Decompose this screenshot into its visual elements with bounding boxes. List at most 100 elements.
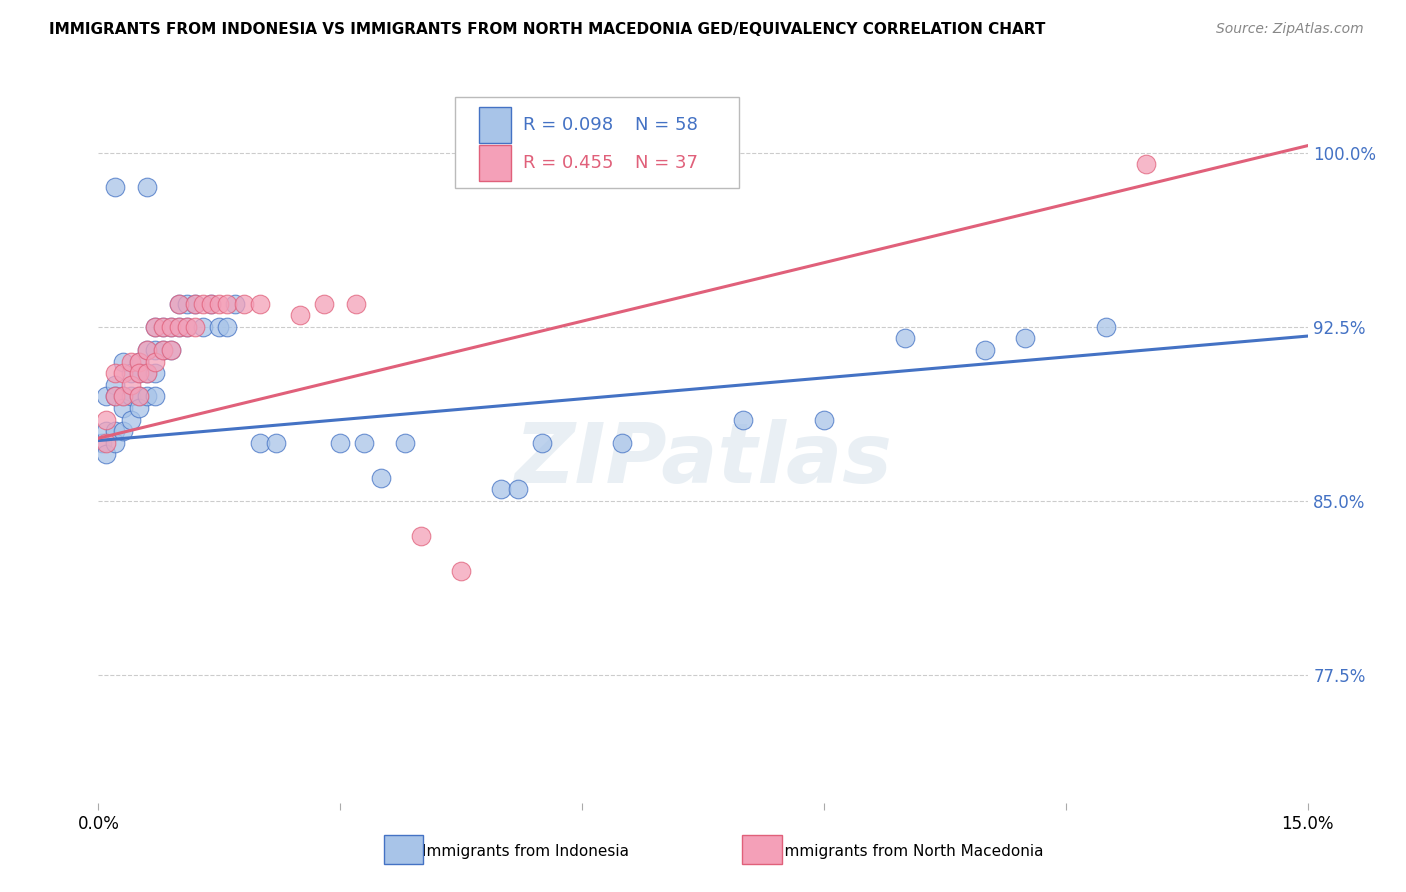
Point bbox=[208, 319, 231, 334]
Point bbox=[152, 319, 174, 334]
Point bbox=[353, 436, 375, 450]
Text: N = 58: N = 58 bbox=[636, 116, 699, 134]
Point bbox=[120, 389, 142, 403]
Point bbox=[103, 377, 125, 392]
Point bbox=[120, 412, 142, 426]
Point bbox=[96, 389, 118, 403]
Point bbox=[167, 296, 190, 310]
Point bbox=[96, 448, 118, 462]
Text: R = 0.455: R = 0.455 bbox=[523, 153, 613, 172]
Point bbox=[288, 308, 311, 322]
Point bbox=[217, 319, 239, 334]
Point bbox=[200, 296, 222, 310]
Point bbox=[184, 319, 207, 334]
Point bbox=[135, 389, 157, 403]
Point bbox=[344, 296, 367, 310]
FancyBboxPatch shape bbox=[456, 97, 740, 188]
Point bbox=[103, 424, 125, 438]
Point bbox=[111, 389, 134, 403]
Point bbox=[128, 389, 150, 403]
Point bbox=[120, 354, 142, 368]
Point bbox=[217, 296, 239, 310]
Point bbox=[128, 366, 150, 380]
Text: N = 37: N = 37 bbox=[636, 153, 699, 172]
Point bbox=[184, 296, 207, 310]
Text: Source: ZipAtlas.com: Source: ZipAtlas.com bbox=[1216, 22, 1364, 37]
Point bbox=[128, 354, 150, 368]
Point bbox=[103, 436, 125, 450]
Point bbox=[152, 319, 174, 334]
Point bbox=[143, 389, 166, 403]
Point bbox=[103, 180, 125, 194]
Point bbox=[409, 529, 432, 543]
Text: ZIPatlas: ZIPatlas bbox=[515, 418, 891, 500]
Point bbox=[506, 483, 529, 497]
Point bbox=[160, 319, 183, 334]
Point bbox=[249, 296, 271, 310]
Point bbox=[974, 343, 997, 357]
Text: Immigrants from North Macedonia: Immigrants from North Macedonia bbox=[780, 845, 1043, 859]
Point bbox=[167, 296, 190, 310]
Point bbox=[143, 366, 166, 380]
Point bbox=[128, 401, 150, 415]
Point bbox=[143, 354, 166, 368]
Point bbox=[193, 296, 215, 310]
Point bbox=[176, 319, 198, 334]
Point bbox=[111, 401, 134, 415]
Point bbox=[103, 389, 125, 403]
Point bbox=[128, 354, 150, 368]
Point bbox=[152, 343, 174, 357]
Point bbox=[128, 366, 150, 380]
Point bbox=[143, 343, 166, 357]
Point bbox=[200, 296, 222, 310]
Point bbox=[329, 436, 352, 450]
Point bbox=[111, 354, 134, 368]
Point bbox=[249, 436, 271, 450]
Point bbox=[224, 296, 246, 310]
Point bbox=[394, 436, 416, 450]
Point bbox=[103, 389, 125, 403]
Point bbox=[96, 412, 118, 426]
Point bbox=[530, 436, 553, 450]
Point bbox=[160, 343, 183, 357]
Point bbox=[167, 319, 190, 334]
Point bbox=[160, 319, 183, 334]
Point bbox=[612, 436, 634, 450]
Point bbox=[128, 389, 150, 403]
Point bbox=[184, 296, 207, 310]
Text: Immigrants from Indonesia: Immigrants from Indonesia bbox=[422, 845, 628, 859]
Point bbox=[314, 296, 336, 310]
Point bbox=[111, 424, 134, 438]
Text: R = 0.098: R = 0.098 bbox=[523, 116, 613, 134]
Point bbox=[264, 436, 287, 450]
Point bbox=[143, 319, 166, 334]
Point bbox=[1095, 319, 1118, 334]
Point bbox=[143, 319, 166, 334]
Point bbox=[96, 436, 118, 450]
Point bbox=[91, 436, 114, 450]
Point bbox=[813, 412, 835, 426]
Point bbox=[232, 296, 254, 310]
Point bbox=[167, 319, 190, 334]
Point bbox=[176, 296, 198, 310]
Point bbox=[111, 389, 134, 403]
Point bbox=[1135, 157, 1157, 171]
Point bbox=[208, 296, 231, 310]
Text: IMMIGRANTS FROM INDONESIA VS IMMIGRANTS FROM NORTH MACEDONIA GED/EQUIVALENCY COR: IMMIGRANTS FROM INDONESIA VS IMMIGRANTS … bbox=[49, 22, 1046, 37]
Point bbox=[111, 366, 134, 380]
Point bbox=[135, 366, 157, 380]
Point bbox=[370, 471, 392, 485]
Point bbox=[450, 564, 472, 578]
Point bbox=[733, 412, 755, 426]
Point bbox=[176, 319, 198, 334]
FancyBboxPatch shape bbox=[479, 145, 510, 181]
Point bbox=[135, 343, 157, 357]
Point bbox=[491, 483, 513, 497]
Point bbox=[120, 377, 142, 392]
Point bbox=[135, 180, 157, 194]
Point bbox=[160, 343, 183, 357]
Point bbox=[135, 366, 157, 380]
Point bbox=[135, 343, 157, 357]
Point bbox=[96, 424, 118, 438]
Point bbox=[152, 343, 174, 357]
